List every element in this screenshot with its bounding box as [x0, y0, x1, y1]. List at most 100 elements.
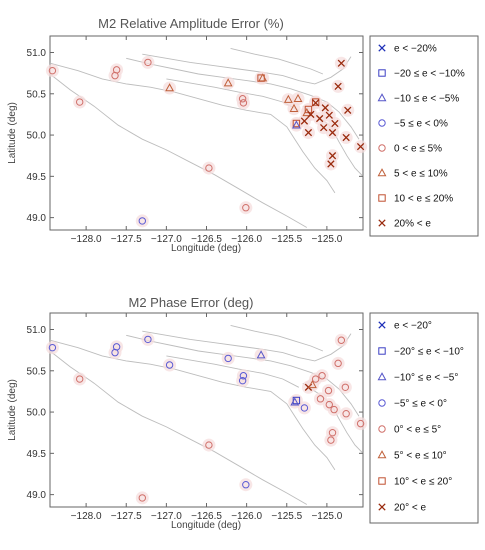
axis-ticks: −128.0 −127.5 −127.0 −126.5 −126.0 −125.5 −125… — [27, 313, 363, 522]
data-point — [75, 375, 84, 383]
chart-title: M2 Phase Error (deg) — [129, 295, 254, 310]
data-point — [48, 66, 57, 75]
amplitude-error-panel: M2 Relative Amplitude Error (%) −128.0 −1… — [7, 16, 479, 254]
legend-label: −20 ≤ e < −10% — [394, 69, 465, 80]
x-axis-label: Longitude (deg) — [171, 243, 241, 254]
x-axis-label: Longitude (deg) — [171, 520, 241, 531]
data-point — [304, 128, 313, 137]
coastline-segment — [230, 324, 324, 352]
data-point — [205, 164, 213, 172]
coastline-segment — [166, 355, 300, 388]
legend: e < −20° −20° ≤ e < −10° −10° ≤ e < −5° −5°… — [377, 321, 464, 514]
data-point — [327, 160, 335, 168]
data-point — [223, 78, 233, 87]
data-point — [342, 410, 350, 418]
coastline-segment — [49, 73, 308, 228]
legend-label: 20% < e — [394, 219, 431, 230]
data-points — [48, 58, 365, 225]
y-tick-label: 50.5 — [27, 366, 47, 377]
data-point — [328, 128, 337, 137]
legend-box — [369, 312, 479, 524]
y-tick-label: 50.0 — [27, 131, 47, 142]
station-halo — [236, 374, 250, 388]
legend-marker — [378, 503, 386, 511]
x-tick-label: −128.0 — [71, 511, 102, 522]
data-point — [318, 372, 326, 380]
y-tick-label: 50.0 — [27, 408, 47, 419]
data-point — [331, 119, 339, 128]
plot-frame — [49, 35, 364, 231]
station-halo — [141, 332, 155, 346]
legend-label: 20° < e — [394, 503, 427, 514]
data-point — [111, 348, 119, 357]
station-halo — [221, 351, 235, 365]
legend-label: −5 ≤ e < 0% — [394, 119, 448, 130]
y-axis-label: Latitude (deg) — [7, 102, 18, 164]
legend-marker — [378, 477, 386, 485]
data-point — [316, 114, 324, 123]
chart-title: M2 Relative Amplitude Error (%) — [98, 16, 284, 31]
data-point — [289, 103, 299, 112]
data-point — [356, 419, 365, 428]
data-point — [321, 104, 329, 112]
data-point — [320, 123, 328, 132]
data-point — [330, 405, 338, 414]
legend-label: 5° < e ≤ 10° — [394, 451, 447, 462]
legend-marker — [378, 69, 386, 77]
x-tick-label: −128.0 — [71, 234, 102, 245]
y-tick-label: 51.0 — [27, 48, 47, 59]
x-tick-label: −126.0 — [231, 511, 262, 522]
legend-marker — [377, 168, 387, 177]
data-point — [238, 95, 247, 103]
station-halo — [315, 369, 329, 383]
coastline-segment — [126, 57, 360, 140]
data-point — [144, 58, 152, 67]
data-point — [337, 336, 346, 344]
data-point — [311, 98, 320, 106]
station-halo — [354, 417, 368, 431]
data-point — [311, 99, 320, 107]
data-point — [334, 359, 342, 368]
station-halo — [45, 64, 59, 78]
legend-marker — [378, 425, 386, 433]
data-point — [138, 494, 146, 502]
legend-label: 0° < e ≤ 5° — [394, 425, 441, 436]
legend: e < −20% −20 ≤ e < −10% −10 ≤ e < −5% −5 ≤ … — [377, 44, 465, 230]
legend-marker — [378, 347, 386, 355]
station-halo — [73, 95, 87, 109]
legend-marker — [378, 321, 386, 329]
data-point — [144, 335, 152, 344]
y-tick-label: 49.5 — [27, 172, 47, 183]
data-point — [239, 99, 248, 107]
data-point — [256, 350, 266, 359]
data-point — [111, 71, 119, 80]
data-point — [325, 400, 333, 409]
data-point — [258, 73, 268, 82]
data-point — [325, 111, 333, 119]
data-point — [165, 83, 175, 92]
legend-marker — [378, 219, 386, 227]
station-halo — [327, 403, 341, 417]
data-point — [334, 82, 342, 91]
data-point — [307, 379, 317, 389]
legend-marker — [378, 399, 386, 407]
data-point — [165, 361, 174, 369]
y-tick-label: 49.0 — [27, 490, 47, 501]
data-point — [300, 404, 309, 412]
legend-label: e < −20% — [394, 44, 437, 55]
station-halo — [135, 214, 149, 228]
data-point — [342, 133, 350, 142]
x-tick-label: −126.5 — [191, 511, 222, 522]
data-point — [293, 93, 303, 103]
station-halo — [163, 358, 177, 372]
station-halos — [45, 332, 368, 505]
station-halo — [135, 491, 149, 505]
legend-marker — [378, 119, 386, 127]
data-point — [242, 204, 250, 212]
station-halo — [141, 55, 155, 69]
data-point — [224, 354, 232, 363]
data-point — [344, 106, 352, 114]
station-halo — [202, 438, 216, 452]
data-point — [283, 94, 293, 103]
